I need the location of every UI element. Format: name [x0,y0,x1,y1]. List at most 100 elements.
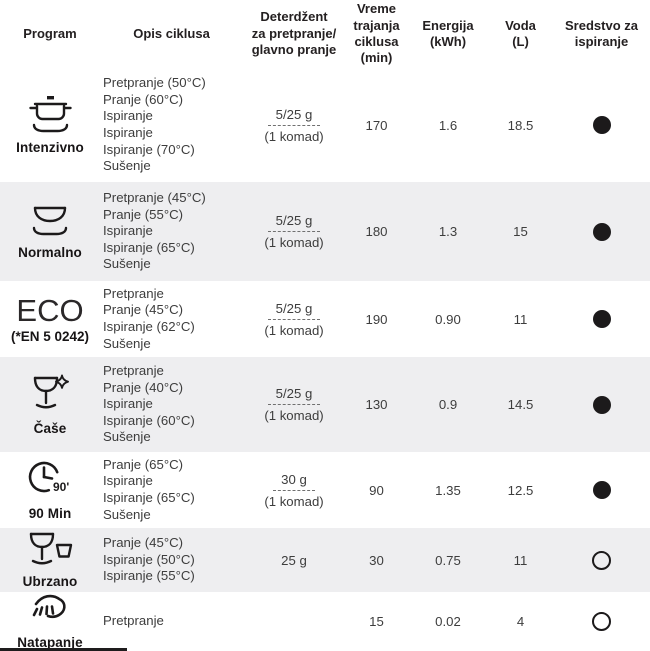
cycle-step: Pretpranje [103,363,164,379]
time-value: 30 [369,552,384,568]
water-value: 11 [513,311,528,327]
detergent-cell: 5/25 g (1 komad) [243,301,345,338]
cycle-step: Pranje (55°C) [103,206,184,222]
table-row: Intenzivno Pretpranje (50°C) Pranje (60°… [0,68,650,182]
rinse-aid-dot [592,116,611,134]
time-value: 15 [369,613,384,629]
water-value: 11 [513,552,528,568]
rinse-aid-dot [592,395,611,414]
time-value: 90 [369,482,384,498]
detergent-amount: 5/25 g [267,107,321,126]
program-name: 90 Min [28,506,72,521]
glasses-icon [26,531,74,569]
col-header-program: Program [23,25,77,41]
energy-value: 1.3 [438,224,458,239]
cycle-steps: Pretpranje [100,613,243,630]
detergent-tablet: (1 komad) [264,322,324,338]
cycle-step: Ispiranje (50°C) [103,551,195,567]
table-row: ECO (*EN 5 0242) Pretpranje Pranje (45°C… [0,281,650,357]
rinse-aid-cell [553,116,650,134]
cycle-step: Ispiranje [103,223,153,239]
cycle-step: Pranje (40°C) [103,379,184,395]
detergent-amount: 25 g [281,552,307,568]
program-name: Natapanje [17,635,83,650]
cycle-step: Sušenje [103,506,151,522]
col-header-rinse-aid: Sredstvo za ispiranje [565,17,638,49]
cycle-step: Ispiranje [103,473,153,489]
detergent-amount: 5/25 g [267,213,321,232]
table-header-row: Program Opis ciklusa Deterdžent za pretp… [0,0,650,68]
table-row: 90' 90 Min Pranje (65°C) Ispiranje Ispir… [0,452,650,528]
detergent-tablet: (1 komad) [264,128,324,144]
detergent-tablet: (1 komad) [264,493,324,509]
table-row: Ubrzano Pranje (45°C) Ispiranje (50°C) I… [0,528,650,592]
cycle-step: Pretpranje (45°C) [103,190,206,206]
program-name: ECO [16,292,84,328]
rinse-aid-cell [553,395,650,414]
cycle-steps: Pranje (45°C) Ispiranje (50°C) Ispiranje… [100,535,243,585]
cycle-step: Sušenje [103,335,151,351]
clock-icon-label: 90' [53,480,69,494]
detergent-amount: 5/25 g [267,301,321,320]
rinse-aid-cell [553,550,650,570]
cycle-steps: Pretpranje (50°C) Pranje (60°C) Ispiranj… [100,75,243,175]
cycle-step: Pretpranje (50°C) [103,75,206,91]
cycle-step: Ispiranje (65°C) [103,490,195,505]
program-name: Normalno [18,244,82,260]
energy-value: 1.6 [438,117,458,133]
cycle-step: Ispiranje (70°C) [103,141,195,157]
cycle-step: Ispiranje (60°C) [103,412,195,428]
cycle-steps: Pretpranje (45°C) Pranje (55°C) Ispiranj… [100,190,243,273]
time-value: 180 [365,224,388,239]
rinse-aid-dot [592,310,611,328]
program-name: Ubrzano [22,574,78,589]
program-cell: Normalno [0,204,100,260]
program-cell: Intenzivno [0,95,100,155]
table-row: Natapanje Pretpranje 15 0.02 4 [0,592,650,650]
time-value: 130 [365,397,388,412]
energy-value: 0.02 [435,613,461,629]
cycle-step: Pranje (45°C) [103,302,184,318]
clock-icon: 90' [26,459,74,501]
spray-icon [28,592,72,630]
rinse-aid-cell [553,611,650,631]
col-header-water: Voda (L) [505,17,536,49]
cycle-steps: Pretpranje Pranje (40°C) Ispiranje Ispir… [100,363,243,446]
detergent-cell: 5/25 g (1 komad) [243,213,345,250]
detergent-cell: 25 g [243,553,345,568]
program-standard: (*EN 5 0242) [10,328,90,344]
program-cell: Čaše [0,374,100,436]
cycle-step: Pranje (45°C) [103,535,184,551]
col-header-time: Vreme trajanja ciklusa (min) [353,1,400,66]
pot-icon [27,95,73,135]
program-name: Intenzivno [16,140,84,155]
rinse-aid-dot [592,222,611,241]
water-value: 14.5 [507,397,534,412]
rinse-aid-cell [553,310,650,328]
col-header-cycle: Opis ciklusa [133,25,210,41]
energy-value: 0.75 [435,552,461,568]
cycle-step: Ispiranje [103,125,153,140]
time-value: 190 [365,311,388,327]
cycle-steps: Pranje (65°C) Ispiranje Ispiranje (65°C)… [100,457,243,523]
cycle-step: Pranje (65°C) [103,456,184,472]
cycle-step: Sušenje [103,429,151,445]
cycle-step: Pretpranje [103,285,164,301]
detergent-tablet: (1 komad) [264,235,324,250]
program-cell: Ubrzano [0,531,100,589]
col-header-energy: Energija (kWh) [422,17,474,49]
next-section-edge [0,648,127,651]
cycle-step: Pretpranje [103,612,164,628]
col-header-detergent: Deterdžent za pretpranje/ glavno pranje [251,9,337,58]
rinse-aid-cell [553,222,650,241]
cycle-step: Pranje (60°C) [103,91,184,107]
rinse-aid-dot [592,550,611,570]
rinse-aid-dot [592,481,611,499]
energy-value: 0.9 [438,397,458,412]
energy-value: 0.90 [435,311,461,327]
cycle-steps: Pretpranje Pranje (45°C) Ispiranje (62°C… [100,286,243,352]
cycle-step: Ispiranje (62°C) [103,319,195,334]
rinse-aid-cell [553,481,650,499]
detergent-amount: 30 g [273,472,315,491]
